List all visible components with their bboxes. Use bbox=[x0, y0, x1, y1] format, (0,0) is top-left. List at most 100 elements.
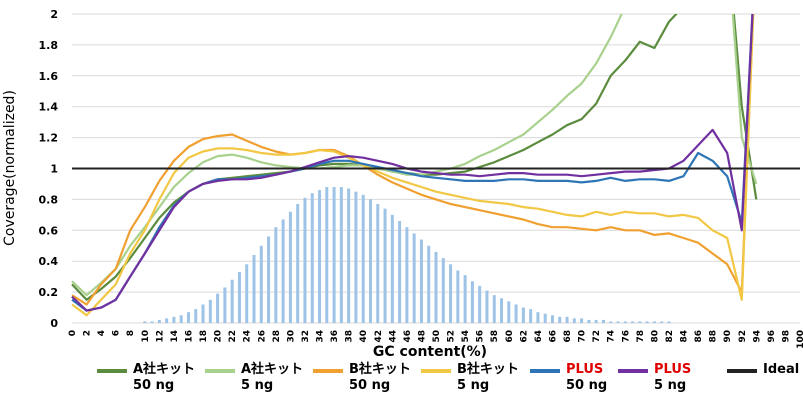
histogram-bar bbox=[419, 239, 423, 323]
histogram-bar bbox=[318, 190, 322, 323]
histogram-bar bbox=[201, 304, 205, 323]
x-tick-label: 22 bbox=[228, 330, 238, 343]
histogram-bar bbox=[536, 312, 540, 323]
series-line bbox=[71, 14, 755, 306]
histogram-bar bbox=[580, 318, 584, 323]
histogram-bar bbox=[667, 321, 671, 323]
x-tick-label: 86 bbox=[694, 330, 704, 343]
histogram-bar bbox=[398, 221, 402, 323]
x-tick-label: 80 bbox=[650, 330, 660, 343]
x-tick-label: 56 bbox=[476, 330, 486, 343]
y-tick-label: 0.2 bbox=[39, 286, 59, 299]
legend-label: A社キット 50 ng bbox=[133, 362, 196, 393]
histogram-bar bbox=[245, 264, 249, 323]
x-tick-label: 70 bbox=[578, 330, 588, 343]
histogram-bar bbox=[601, 319, 605, 323]
legend-entry: B社キット 50 ng bbox=[313, 362, 411, 394]
histogram-bar bbox=[267, 236, 271, 323]
legend-label: PLUS 5 ng bbox=[654, 362, 692, 393]
histogram-bar bbox=[565, 316, 569, 323]
x-tick-label: 98 bbox=[781, 330, 791, 343]
histogram-bar bbox=[143, 321, 147, 323]
histogram-bar bbox=[514, 304, 518, 323]
histogram-bar bbox=[368, 199, 372, 323]
histogram-bar bbox=[507, 301, 511, 323]
x-tick-label: 50 bbox=[432, 330, 442, 343]
x-tick-label: 12 bbox=[155, 330, 165, 343]
histogram-bar bbox=[194, 309, 198, 323]
histogram-bar bbox=[223, 287, 227, 323]
x-tick-label: 72 bbox=[592, 330, 602, 343]
legend-swatch bbox=[618, 369, 648, 373]
histogram-bar bbox=[383, 208, 387, 323]
x-tick-label: 68 bbox=[563, 330, 573, 343]
legend-swatch bbox=[97, 369, 127, 373]
legend-entry: A社キット 5 ng bbox=[205, 362, 303, 394]
histogram-bar bbox=[638, 321, 642, 323]
histogram-bar bbox=[652, 321, 656, 323]
legend-swatch bbox=[727, 369, 757, 373]
histogram-bar bbox=[274, 227, 278, 323]
y-axis-label: Coverage(normalized) bbox=[2, 90, 18, 246]
y-tick-label: 2 bbox=[50, 8, 58, 21]
histogram-bar bbox=[558, 316, 562, 323]
histogram-bar bbox=[288, 211, 292, 323]
histogram-bar bbox=[500, 298, 504, 323]
legend-entry: Ideal bbox=[727, 362, 799, 378]
x-tick-label: 14 bbox=[170, 330, 180, 343]
legend-label: B社キット 50 ng bbox=[349, 362, 411, 393]
x-tick-label: 66 bbox=[548, 330, 558, 343]
legend-swatch bbox=[421, 369, 451, 373]
histogram-bar bbox=[325, 187, 329, 323]
x-tick-label: 2 bbox=[83, 330, 93, 336]
histogram-bar bbox=[157, 319, 161, 323]
histogram-bar bbox=[390, 214, 394, 323]
x-tick-label: 38 bbox=[345, 330, 355, 343]
histogram-bar bbox=[230, 279, 234, 323]
x-tick-label: 60 bbox=[505, 330, 515, 343]
histogram-bar bbox=[645, 321, 649, 323]
histogram-bar bbox=[259, 245, 263, 323]
histogram-bar bbox=[427, 245, 431, 323]
histogram-bar bbox=[470, 281, 474, 323]
histogram-bar bbox=[456, 270, 460, 323]
x-tick-label: 40 bbox=[359, 330, 369, 343]
x-tick-label: 64 bbox=[534, 330, 544, 343]
x-axis-label: GC content(%) bbox=[373, 344, 487, 360]
histogram-bar bbox=[660, 321, 664, 323]
histogram-bar bbox=[237, 272, 241, 323]
x-tick-label: 16 bbox=[184, 330, 194, 343]
histogram-bar bbox=[354, 191, 358, 323]
series-line bbox=[71, 14, 754, 312]
histogram-bar bbox=[186, 312, 190, 323]
histogram-bar bbox=[339, 187, 343, 323]
x-tick-label: 20 bbox=[214, 330, 224, 343]
y-tick-label: 0 bbox=[50, 317, 58, 330]
legend-entry: PLUS 50 ng bbox=[530, 362, 607, 394]
histogram-bar bbox=[441, 258, 445, 323]
x-tick-label: 74 bbox=[607, 330, 617, 343]
x-tick-label: 62 bbox=[519, 330, 529, 343]
x-tick-label: 26 bbox=[257, 330, 267, 343]
x-tick-label: 44 bbox=[388, 330, 398, 343]
y-tick-label: 1.8 bbox=[39, 39, 59, 52]
x-tick-label: 94 bbox=[752, 330, 762, 343]
x-tick-label: 10 bbox=[141, 330, 151, 343]
histogram-bar bbox=[572, 318, 576, 323]
histogram-bar bbox=[179, 315, 183, 323]
legend-label: PLUS 50 ng bbox=[566, 362, 608, 393]
histogram-bar bbox=[412, 233, 416, 323]
y-tick-label: 1.4 bbox=[39, 101, 59, 114]
x-tick-label: 24 bbox=[243, 330, 253, 343]
histogram-bar bbox=[521, 307, 525, 323]
x-tick-label: 36 bbox=[330, 330, 340, 343]
histogram-bar bbox=[478, 285, 482, 323]
x-tick-label: 84 bbox=[680, 330, 690, 343]
histogram-bar bbox=[405, 227, 409, 323]
x-tick-label: 78 bbox=[636, 330, 646, 343]
histogram-bar bbox=[529, 309, 533, 323]
x-tick-label: 28 bbox=[272, 330, 282, 343]
x-tick-label: 96 bbox=[767, 330, 777, 343]
x-tick-label: 8 bbox=[126, 330, 136, 336]
chart: Coverage(normalized) GC content(%) 0 0.2 0… bbox=[2, 8, 803, 360]
